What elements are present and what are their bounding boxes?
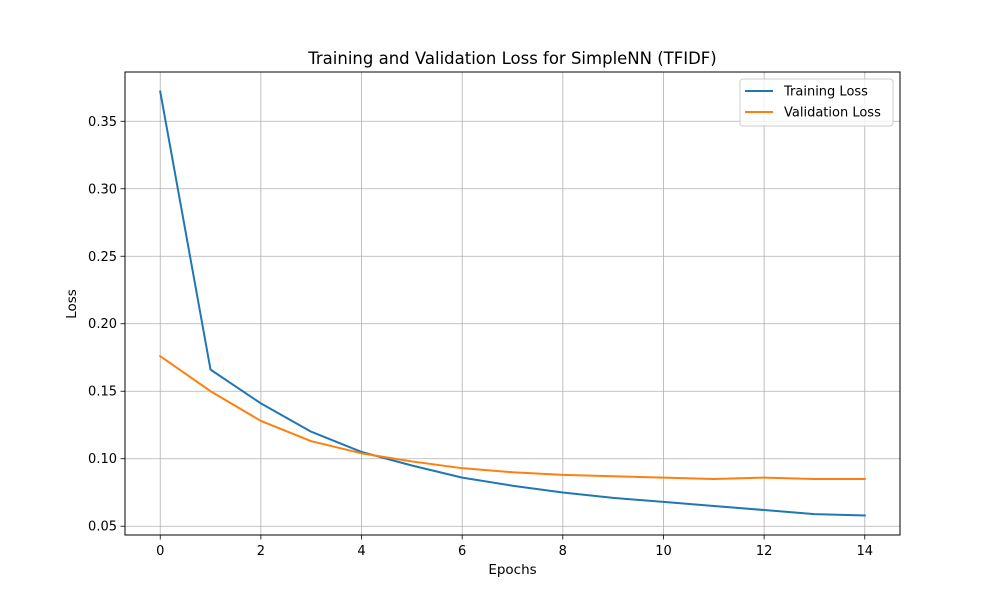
axis-ticks: 0 2 4 6 8 10 12 14 0.05 0.10 0.15 0.20 0.25 0.30 0.35 [88,115,873,559]
x-tick-label: 2 [257,544,265,559]
legend-label: Validation Loss [784,106,881,121]
legend-box [739,78,894,127]
y-tick-label: 0.25 [88,250,117,265]
y-tick-label: 0.35 [88,115,117,130]
legend-label: Training Loss [783,85,868,100]
x-axis-label: Epochs [488,562,536,578]
series-line-training-loss [159,90,866,517]
y-tick-label: 0.10 [88,452,117,467]
y-tick-label: 0.15 [88,385,117,400]
y-tick-label: 0.30 [88,182,117,197]
grid-lines [125,72,900,535]
x-tick-label: 6 [458,544,466,559]
series-lines [158,90,866,517]
x-tick-label: 12 [756,544,773,559]
y-tick-label: 0.20 [88,317,117,332]
series-line-validation-loss [158,354,866,480]
legend: Training Loss Validation Loss [739,78,894,127]
x-tick-label: 8 [559,544,567,559]
y-axis-label: Loss [64,289,80,319]
y-tick-label: 0.05 [88,520,117,535]
x-tick-label: 0 [156,544,164,559]
x-tick-label: 4 [357,544,365,559]
chart-title: Training and Validation Loss for SimpleN… [307,49,717,68]
x-tick-label: 10 [655,544,672,559]
plot-frame [124,71,901,536]
x-tick-label: 14 [856,544,873,559]
